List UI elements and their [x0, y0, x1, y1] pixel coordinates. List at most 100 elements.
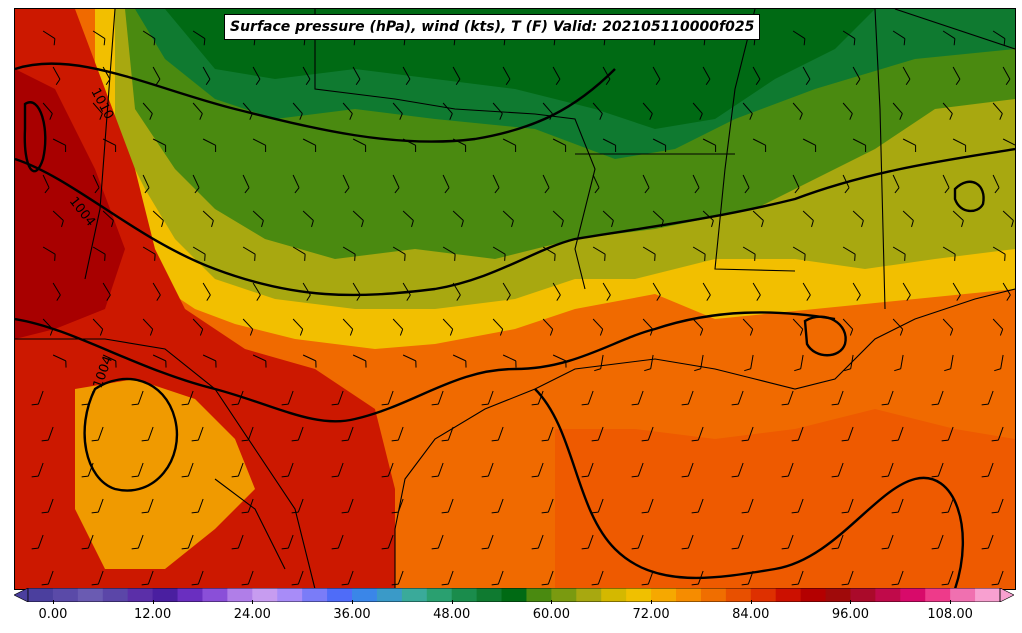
colorbar-swatch — [476, 588, 503, 602]
wind-barb — [552, 354, 567, 368]
wind-barb — [302, 66, 311, 86]
wind-barb — [552, 210, 564, 228]
colorbar-swatch — [725, 588, 752, 602]
wind-barb — [892, 102, 903, 120]
wind-barb — [431, 534, 444, 550]
wind-barb — [1002, 138, 1015, 146]
colorbar-swatch — [526, 588, 552, 602]
colorbar-swatch — [825, 588, 851, 602]
colorbar-swatch — [875, 588, 901, 602]
colorbar-swatch — [177, 588, 203, 602]
wind-barb — [252, 282, 261, 301]
wind-barb — [991, 570, 1004, 586]
wind-barb — [802, 138, 817, 153]
wind-barb — [692, 318, 704, 336]
wind-barb — [142, 30, 156, 46]
wind-barb — [781, 390, 794, 406]
wind-barb — [602, 210, 614, 228]
wind-barb — [1002, 210, 1014, 228]
wind-barb — [502, 354, 517, 368]
wind-barb — [602, 66, 611, 86]
wind-barb — [331, 462, 344, 478]
wind-barb — [541, 570, 554, 586]
temperature-field-warm-core — [75, 379, 255, 569]
wind-barb — [102, 210, 114, 228]
colorbar-tick-label: 12.00 — [134, 607, 172, 622]
wind-barb — [52, 354, 67, 368]
wind-barb — [391, 570, 404, 586]
wind-barb — [931, 534, 944, 550]
colorbar-tick-label: 0.00 — [38, 607, 68, 622]
wind-barb — [931, 390, 944, 406]
wind-barb — [191, 426, 204, 442]
wind-barb — [702, 282, 711, 301]
wind-barb — [92, 174, 100, 194]
temperature-field-hotter-west — [15, 69, 125, 339]
wind-barb — [842, 246, 856, 261]
wind-barb — [152, 138, 167, 153]
wind-barb — [742, 246, 756, 261]
wind-barb — [341, 570, 354, 586]
colorbar-swatch — [626, 588, 652, 602]
wind-barb — [352, 210, 364, 228]
isobar-line — [83, 377, 179, 492]
colorbar-tick-mark — [52, 600, 54, 604]
wind-barb — [202, 282, 211, 301]
wind-barb — [402, 66, 411, 86]
wind-barb — [691, 426, 704, 442]
wind-barb — [231, 390, 244, 406]
colorbar-swatch — [127, 588, 154, 602]
colorbar-swatch — [77, 588, 104, 602]
wind-barb — [302, 210, 314, 228]
wind-barb — [352, 138, 367, 153]
wind-barb — [231, 462, 244, 478]
wind-barb — [744, 354, 754, 372]
wind-barb — [742, 174, 750, 194]
wind-barb — [541, 498, 554, 514]
wind-barb — [792, 30, 806, 46]
wind-barb — [792, 102, 803, 120]
wind-barb — [402, 138, 417, 153]
isobar-line — [15, 311, 836, 423]
wind-barb — [852, 210, 864, 228]
colorbar-tick-mark — [451, 600, 453, 604]
wind-barb — [341, 498, 354, 514]
colorbar-swatch — [800, 588, 827, 602]
wind-barb — [844, 354, 854, 372]
wind-barb — [902, 282, 911, 301]
state-border — [714, 9, 796, 272]
wind-barb — [291, 426, 304, 442]
colorbar-swatch — [925, 588, 951, 602]
colorbar-tick-label: 60.00 — [532, 607, 570, 622]
wind-barb — [252, 66, 261, 86]
wind-barb — [91, 426, 104, 442]
wind-barb — [42, 30, 56, 46]
wind-barb — [992, 174, 1000, 194]
colorbar-tick-mark — [750, 600, 752, 604]
colorbar-swatch — [227, 588, 253, 602]
wind-barb — [102, 66, 111, 86]
colorbar-swatch — [950, 588, 976, 602]
wind-barb — [142, 102, 153, 120]
wind-barb — [741, 498, 754, 514]
wind-barb — [531, 462, 544, 478]
wind-barb — [342, 174, 350, 194]
wind-barb — [591, 426, 604, 442]
wind-barb — [581, 534, 594, 550]
wind-barb — [792, 174, 800, 194]
wind-barb — [491, 570, 504, 586]
wind-barb — [552, 66, 561, 86]
wind-barb — [442, 318, 454, 336]
wind-barb — [731, 534, 744, 550]
wind-barb — [41, 570, 54, 586]
wind-barb — [41, 426, 54, 442]
wind-barb — [52, 66, 61, 86]
wind-barb — [942, 174, 950, 194]
wind-barb — [942, 102, 953, 120]
wind-barb — [52, 138, 67, 153]
wind-barb — [742, 318, 754, 336]
wind-barb — [481, 462, 494, 478]
wind-barb — [692, 246, 706, 261]
wind-barb — [302, 354, 317, 368]
wind-barb — [241, 570, 254, 586]
